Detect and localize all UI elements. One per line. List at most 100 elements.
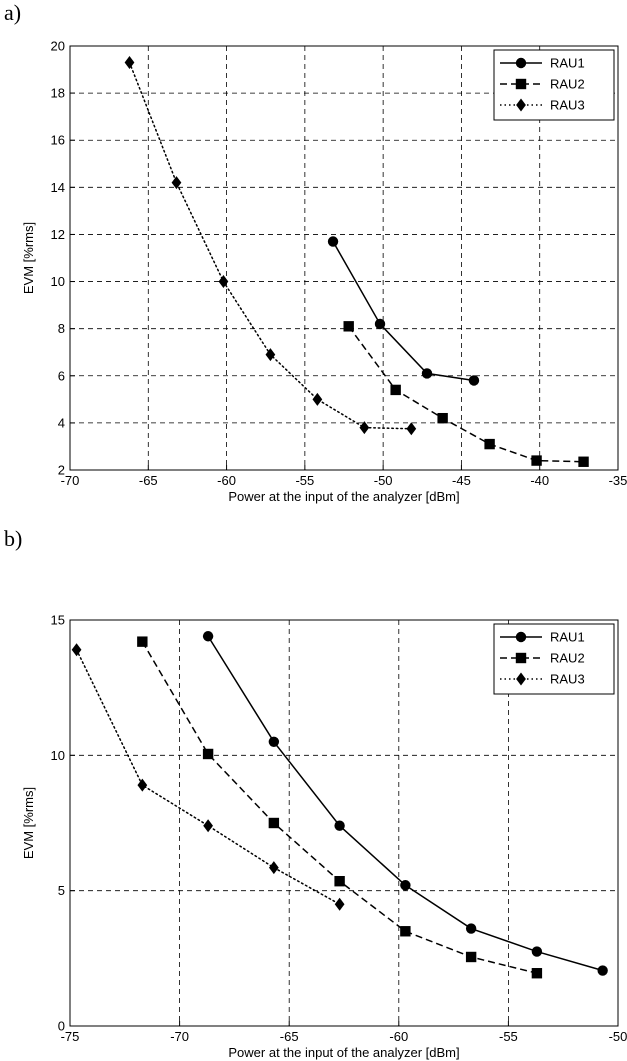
chart-1-xtick-label: -50 bbox=[609, 1029, 627, 1044]
chart-0-xtick-label: -35 bbox=[609, 473, 627, 488]
chart-b: -75 -70 -65 -60 -55 -50 0 5 10 15 Power at the inp… bbox=[21, 613, 627, 1061]
chart-0-point-rau1 bbox=[327, 236, 339, 247]
chart-1-point-rau3 bbox=[268, 861, 279, 875]
chart-1-legend-label-rau2: RAU2 bbox=[550, 651, 585, 666]
chart-1-legend-label-rau3: RAU3 bbox=[550, 672, 585, 687]
chart-0-legend-marker-rau3 bbox=[516, 98, 526, 112]
chart-1-ytick-label: 0 bbox=[58, 1019, 65, 1034]
chart-1-point-rau2 bbox=[465, 951, 477, 963]
chart-1-point-rau1 bbox=[334, 820, 345, 831]
chart-0-legend: RAU1 RAU2 RAU3 bbox=[493, 49, 615, 121]
chart-0-ytick-label: 16 bbox=[51, 133, 65, 148]
chart-0-ytick-label: 2 bbox=[58, 463, 65, 478]
chart-1-series-rau3 bbox=[71, 643, 345, 911]
chart-0-xtick-label: -60 bbox=[217, 473, 236, 488]
chart-0-xtick-label: -40 bbox=[530, 473, 549, 488]
panel-b-label: b) bbox=[4, 526, 23, 551]
chart-0-point-rau1 bbox=[468, 375, 480, 386]
chart-1-legend: RAU1 RAU2 RAU3 bbox=[493, 623, 615, 695]
chart-0-point-rau3 bbox=[406, 422, 417, 436]
chart-1-point-rau1 bbox=[597, 965, 608, 976]
chart-1-point-rau2 bbox=[268, 817, 280, 829]
chart-0-point-rau2 bbox=[343, 321, 354, 332]
chart-0-legend-box bbox=[493, 49, 615, 121]
chart-0-ytick-label: 20 bbox=[51, 39, 65, 54]
chart-1-point-rau2 bbox=[400, 926, 411, 937]
chart-1-point-rau2 bbox=[137, 636, 148, 647]
chart-0-xtick-label: -70 bbox=[61, 473, 80, 488]
chart-1-point-rau1 bbox=[202, 631, 214, 642]
chart-0-xtick-label: -65 bbox=[139, 473, 158, 488]
chart-1-series-rau1 bbox=[202, 631, 608, 976]
chart-0-point-rau1 bbox=[421, 368, 433, 379]
chart-1-xtick-label: -65 bbox=[280, 1029, 299, 1044]
chart-1-ylabel: EVM [%rms] bbox=[21, 787, 36, 859]
chart-0-point-rau2 bbox=[578, 456, 589, 467]
chart-0-point-rau3 bbox=[359, 421, 370, 435]
chart-1-point-rau2 bbox=[334, 875, 345, 887]
chart-1-legend-box bbox=[493, 623, 615, 695]
chart-0-legend-label-rau1: RAU1 bbox=[550, 56, 585, 71]
chart-0-point-rau2 bbox=[484, 438, 495, 450]
chart-1-series-line-rau3 bbox=[75, 649, 341, 905]
chart-1-point-rau1 bbox=[268, 736, 280, 747]
chart-1-point-rau2 bbox=[202, 748, 214, 760]
chart-1-legend-label-rau1: RAU1 bbox=[550, 630, 585, 645]
chart-0-xtick-label: -55 bbox=[295, 473, 314, 488]
chart-0-ytick-label: 6 bbox=[58, 368, 65, 383]
chart-1-point-rau1 bbox=[400, 880, 411, 891]
chart-1-point-rau1 bbox=[531, 946, 543, 957]
chart-1-point-rau3 bbox=[71, 643, 82, 657]
chart-1-point-rau3 bbox=[334, 897, 345, 911]
chart-0-series-rau1 bbox=[327, 236, 480, 386]
chart-0-point-rau2 bbox=[531, 455, 542, 466]
chart-1-legend-marker-rau1 bbox=[515, 631, 527, 643]
chart-0-point-rau3 bbox=[124, 55, 135, 69]
chart-1-xtick-label: -75 bbox=[61, 1029, 80, 1044]
chart-0-point-rau2 bbox=[390, 384, 401, 396]
chart-0-ytick-label: 14 bbox=[51, 180, 65, 195]
chart-0-series-rau2 bbox=[343, 321, 589, 467]
chart-0-legend-label-rau3: RAU3 bbox=[550, 98, 585, 113]
chart-0-point-rau3 bbox=[312, 392, 323, 406]
chart-0-xtick-label: -45 bbox=[452, 473, 471, 488]
chart-0-point-rau3 bbox=[265, 348, 276, 362]
chart-0-ytick-label: 18 bbox=[51, 86, 65, 101]
chart-1-point-rau3 bbox=[203, 819, 213, 833]
chart-1-xtick-label: -60 bbox=[389, 1029, 408, 1044]
chart-0-ylabel: EVM [%rms] bbox=[21, 222, 36, 294]
chart-0-frame bbox=[69, 45, 619, 471]
chart-0-grid bbox=[70, 46, 618, 470]
chart-0-legend-label-rau2: RAU2 bbox=[550, 77, 585, 92]
panel-a-label: a) bbox=[4, 0, 22, 25]
chart-1-ytick-label: 5 bbox=[58, 883, 65, 898]
chart-0-series-rau3 bbox=[124, 55, 417, 436]
chart-1-ytick-label: 10 bbox=[51, 748, 65, 763]
chart-0-xlabel: Power at the input of the analyzer [dBm] bbox=[228, 489, 459, 504]
chart-0-point-rau3 bbox=[218, 275, 229, 289]
chart-0-ytick-label: 8 bbox=[58, 321, 65, 336]
chart-1-point-rau2 bbox=[531, 968, 543, 979]
chart-0-legend-marker-rau2 bbox=[515, 78, 527, 90]
chart-0-point-rau2 bbox=[437, 412, 448, 424]
chart-0-point-rau3 bbox=[171, 176, 182, 190]
chart-1-frame bbox=[69, 619, 619, 1027]
chart-0-ytick-label: 12 bbox=[51, 227, 65, 242]
chart-1-point-rau1 bbox=[465, 923, 477, 934]
chart-a: -70 -65 -60 -55 -50 -45 -40 -35 2 4 6 8 10 12 14 16 18 20… bbox=[21, 39, 627, 505]
chart-0-ytick-label: 10 bbox=[51, 274, 65, 289]
chart-0-xtick-label: -50 bbox=[374, 473, 393, 488]
chart-0-series-line-rau1 bbox=[332, 241, 475, 382]
chart-0-ytick-label: 4 bbox=[58, 415, 65, 430]
chart-1-xtick-label: -55 bbox=[499, 1029, 518, 1044]
chart-1-legend-marker-rau2 bbox=[515, 652, 527, 664]
chart-0-point-rau1 bbox=[374, 318, 386, 330]
chart-0-series-line-rau2 bbox=[348, 325, 584, 463]
chart-1-point-rau3 bbox=[137, 778, 148, 792]
chart-1-legend-marker-rau3 bbox=[516, 672, 526, 686]
chart-1-xlabel: Power at the input of the analyzer [dBm] bbox=[228, 1045, 459, 1060]
chart-1-ytick-label: 15 bbox=[51, 613, 65, 628]
chart-1-series-rau2 bbox=[137, 636, 543, 979]
chart-1-xtick-label: -70 bbox=[170, 1029, 189, 1044]
chart-0-legend-marker-rau1 bbox=[515, 57, 527, 69]
